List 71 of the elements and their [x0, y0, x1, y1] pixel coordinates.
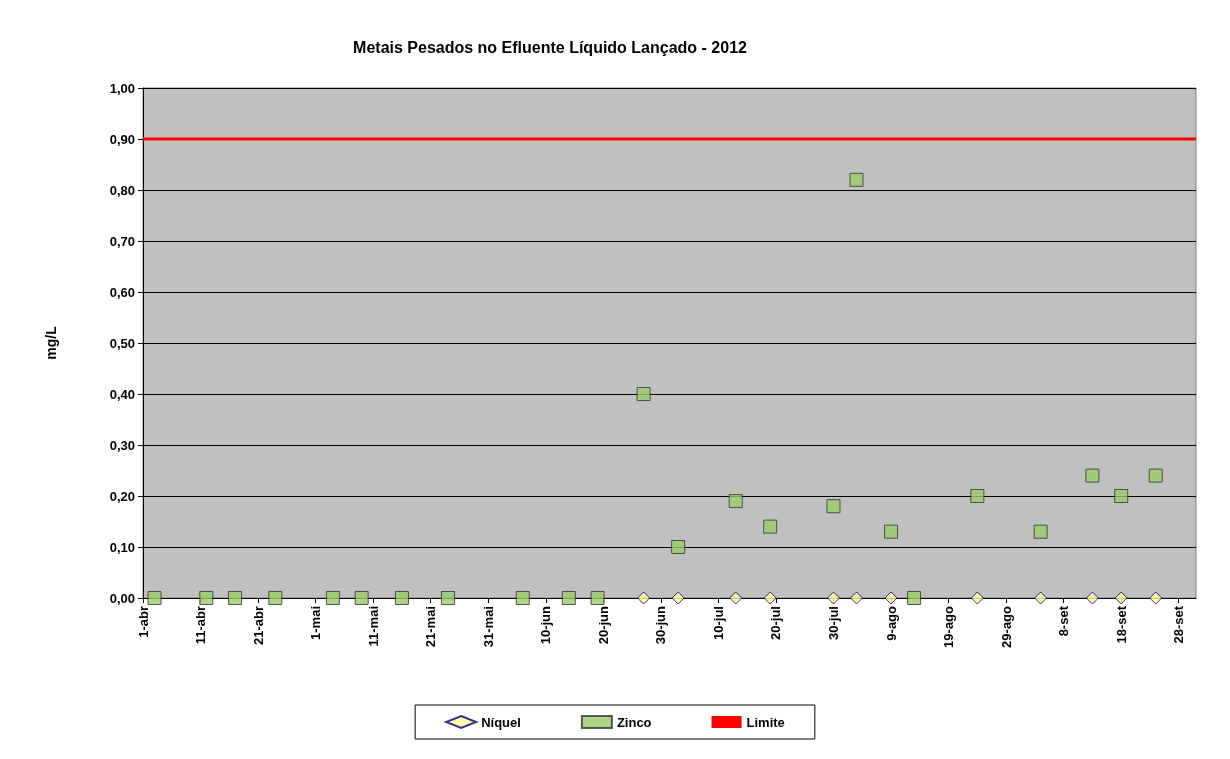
point: [729, 591, 743, 605]
point: [199, 591, 214, 605]
x-tick-label: 29-ago: [998, 605, 1014, 648]
point: [1148, 468, 1163, 483]
point: [884, 524, 899, 539]
x-tick-label: 9-ago: [883, 605, 899, 641]
legend-label: Limite: [746, 714, 785, 730]
x-tick-label: 19-ago: [941, 605, 957, 648]
point: [884, 591, 898, 605]
point: [1034, 591, 1048, 605]
point: [907, 591, 922, 605]
x-tick-label: 20-jul: [768, 606, 784, 640]
x-tick-label: 1-mai: [308, 606, 324, 640]
point: [228, 591, 243, 605]
point: [1085, 591, 1099, 605]
point: [268, 591, 283, 605]
point: [1114, 591, 1128, 605]
point: [671, 591, 685, 605]
x-tick-label: 10-jul: [710, 606, 726, 640]
point: [515, 591, 530, 605]
x-tick-label: 20-jun: [595, 605, 611, 645]
y-tick-label: 1,00: [109, 80, 135, 96]
y-tick-label: 0,40: [109, 386, 135, 402]
point: [440, 591, 455, 605]
point: [728, 494, 743, 509]
point: [671, 540, 686, 554]
y-tick-label: 0,90: [109, 131, 135, 147]
point: [1085, 468, 1100, 483]
y-tick-label: 0,80: [109, 182, 135, 198]
point: [849, 172, 864, 187]
point: [636, 387, 651, 401]
point: [561, 591, 576, 605]
y-tick-label: 0,00: [109, 590, 135, 606]
legend-label: Zinco: [616, 714, 652, 730]
point: [394, 591, 409, 605]
x-tick-label: 31-mai: [480, 606, 496, 648]
x-tick-label: 1-abr: [135, 606, 151, 638]
point: [1114, 489, 1129, 503]
chart-title: Metais Pesados no Efluente Líquido Lançado - 2012: [353, 38, 748, 56]
y-tick-label: 0,50: [109, 335, 135, 351]
point: [763, 591, 777, 605]
y-tick-label: 0,10: [109, 539, 135, 555]
x-tick-label: 21-abr: [250, 606, 266, 646]
point: [354, 591, 369, 605]
x-tick-label: 10-jun: [538, 605, 554, 645]
y-axis-title: mg/L: [43, 325, 59, 360]
point: [1033, 524, 1048, 539]
point: [147, 591, 162, 605]
point: [590, 591, 605, 605]
legend-label: Níquel: [481, 714, 521, 730]
y-tick-label: 0,30: [109, 437, 135, 453]
x-tick-label: 11-mai: [365, 606, 381, 647]
point: [970, 489, 985, 503]
y-tick-label: 0,20: [109, 488, 135, 504]
point: [1149, 591, 1163, 605]
y-tick-label: 0,60: [109, 284, 135, 300]
y-tick-label: 0,70: [109, 233, 135, 249]
point: [826, 499, 841, 514]
point: [637, 591, 651, 605]
x-tick-label: 8-set: [1056, 605, 1072, 637]
point: [325, 591, 340, 605]
x-tick-label: 21-mai: [423, 606, 439, 648]
point: [970, 591, 984, 605]
x-tick-label: 11-abr: [193, 606, 209, 645]
x-tick-label: 28-set: [1171, 605, 1187, 644]
point: [763, 519, 778, 534]
point: [826, 591, 840, 605]
x-tick-label: 18-set: [1113, 605, 1129, 644]
x-tick-label: 30-jul: [825, 606, 841, 640]
point: [850, 591, 864, 605]
x-tick-label: 30-jun: [653, 605, 669, 645]
